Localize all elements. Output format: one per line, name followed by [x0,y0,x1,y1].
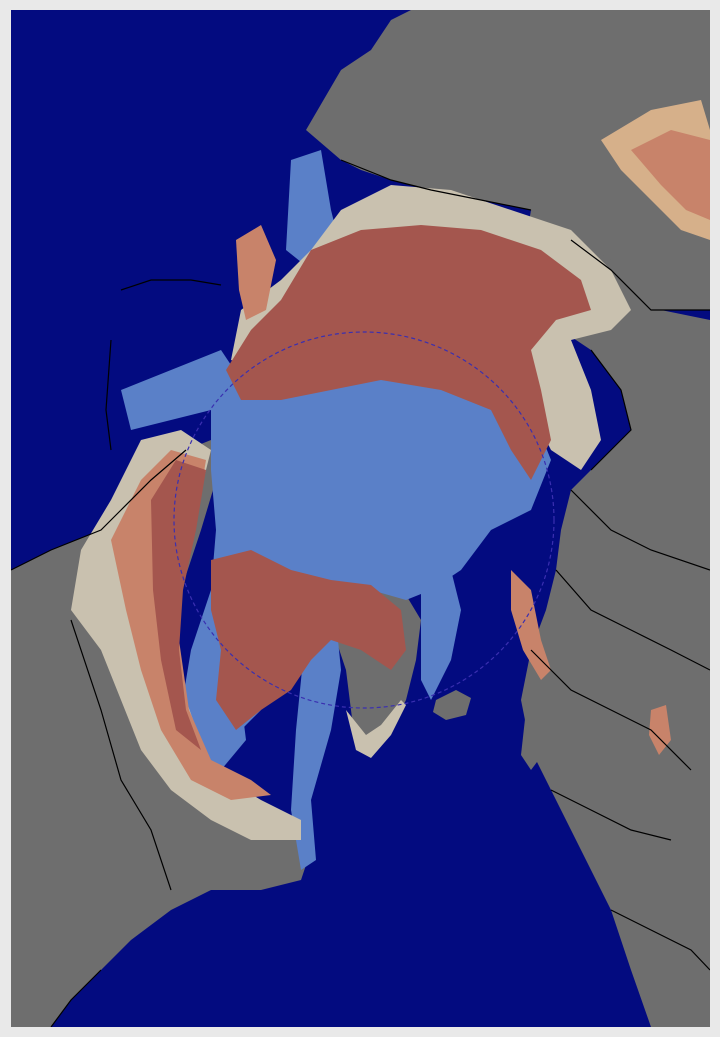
canada-snow-deep [151,460,206,750]
europe-mountain-snow [511,570,551,680]
eurasia [521,210,710,1027]
map-svg [11,10,710,1027]
scandinavia [306,10,710,310]
border-line-9 [530,649,692,771]
border-line-13 [105,339,112,451]
snow-cover [71,100,710,840]
iceland [433,690,471,720]
border-line-10 [550,789,672,841]
border-line-8 [555,569,710,671]
border-line-2 [50,969,102,1027]
labrador-ice [421,570,461,700]
arctic-circle [173,331,555,709]
border-line-4 [340,159,532,211]
borders [11,159,710,1027]
greenland-edge-snow [346,700,406,758]
border-line-6 [590,349,632,471]
alps-snow [649,705,671,755]
border-line-11 [610,909,710,971]
british-isles [521,700,551,770]
border-line-3 [70,619,172,891]
snow-ice-map [11,10,710,1027]
siberia-snow-deep [226,225,591,480]
canada-snow-medium [111,450,271,800]
asia-snow-medium [631,130,710,220]
archipelago-snow [211,550,406,730]
border-line-5 [570,239,710,311]
baffin-ice [291,620,341,870]
border-line-1 [11,449,187,571]
border-line-7 [570,489,710,571]
bering-ice [121,350,241,430]
scandinavia-snow [236,225,276,320]
border-line-12 [120,279,222,291]
